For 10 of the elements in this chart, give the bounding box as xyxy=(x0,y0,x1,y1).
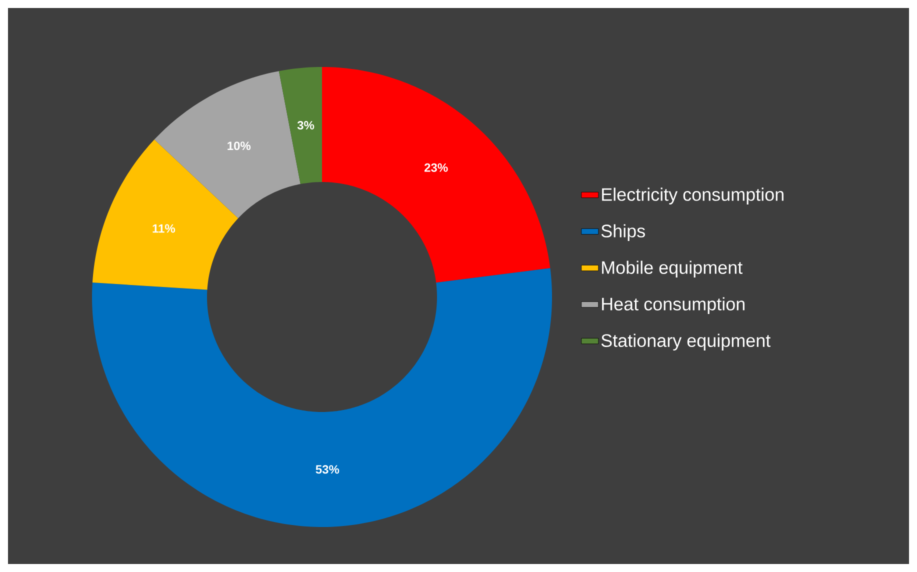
data-label: 11% xyxy=(152,224,176,233)
data-label: 53% xyxy=(316,465,340,474)
data-label: 23% xyxy=(424,163,448,172)
legend-label: Mobile equipment xyxy=(602,260,743,278)
data-label: 3% xyxy=(297,121,314,130)
legend-label: Electricity consumption xyxy=(602,188,784,204)
legend-label: Heat consumption xyxy=(602,297,744,314)
legend-label: Stationary equipment xyxy=(601,334,771,351)
data-label: 10% xyxy=(228,142,251,150)
legend-label: Ships xyxy=(601,224,645,241)
